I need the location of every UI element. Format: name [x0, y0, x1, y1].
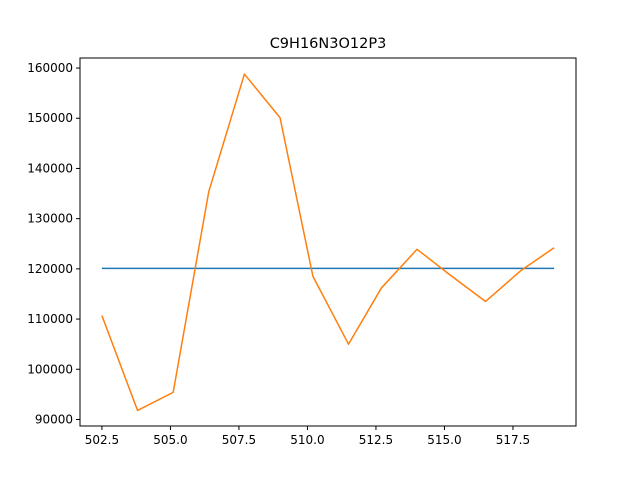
y-tick-label: 150000 — [27, 111, 73, 125]
y-tick-label: 140000 — [27, 161, 73, 175]
y-tick-label: 100000 — [27, 362, 73, 376]
y-tick-label: 120000 — [27, 262, 73, 276]
x-tick-label: 507.5 — [222, 433, 256, 447]
axes-layer: 502.5 505.0 507.5 510.0 512.5 515.0 517.5 90000… — [27, 61, 530, 447]
x-tick-label: 515.0 — [427, 433, 461, 447]
chart-title: C9H16N3O12P3 — [270, 36, 387, 52]
x-tick-label: 517.5 — [496, 433, 530, 447]
x-tick-label: 512.5 — [359, 433, 393, 447]
series-line-2 — [101, 73, 555, 412]
series-layer — [101, 73, 555, 412]
y-tick-label: 160000 — [27, 61, 73, 75]
y-tick-label: 110000 — [27, 312, 73, 326]
x-tick-label: 505.0 — [153, 433, 187, 447]
y-tick-label: 90000 — [35, 412, 73, 426]
x-tick-label: 510.0 — [290, 433, 324, 447]
y-tick-label: 130000 — [27, 212, 73, 226]
x-tick-label: 502.5 — [85, 433, 119, 447]
plot-frame — [79, 57, 577, 427]
